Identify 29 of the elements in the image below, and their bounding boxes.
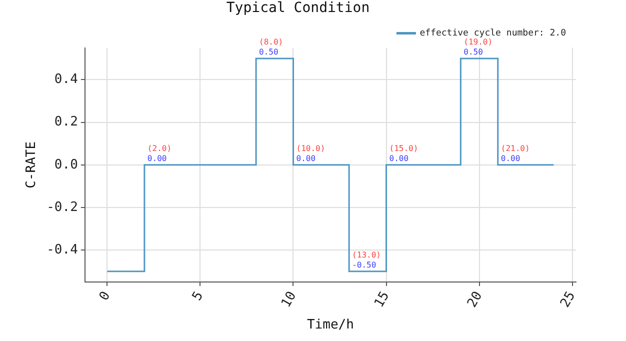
- annotation: (15.0): [389, 144, 418, 153]
- x-tick-label: 5: [190, 289, 207, 304]
- y-tick-label: 0.4: [54, 72, 78, 88]
- x-axis-title: Time/h: [306, 318, 354, 333]
- annotation: 0.00: [147, 154, 167, 163]
- annotation: (13.0): [352, 250, 381, 260]
- annotation: 0.00: [500, 154, 520, 163]
- annotation: 0.50: [464, 48, 484, 57]
- y-axis-title: C-RATE: [24, 141, 40, 188]
- y-tick-label: -0.2: [46, 200, 78, 215]
- x-tick-label: 25: [558, 289, 579, 310]
- annotation: (21.0): [500, 144, 530, 153]
- x-tick-label: 15: [372, 289, 393, 310]
- chart-title: Typical Condition: [226, 0, 370, 16]
- annotation: (19.0): [464, 38, 493, 47]
- y-tick-label: 0.2: [54, 114, 78, 130]
- x-tick-label: 0: [96, 289, 114, 304]
- legend-label: effective cycle number: 2.0: [420, 28, 566, 39]
- x-tick-label: 20: [464, 289, 486, 310]
- annotation: (10.0): [296, 144, 326, 153]
- y-tick-label: -0.4: [46, 242, 78, 258]
- annotation: (2.0): [147, 144, 172, 153]
- annotation: 0.00: [296, 154, 316, 163]
- x-tick-label: 10: [278, 289, 300, 310]
- y-tick-label: 0.0: [54, 157, 78, 172]
- annotation: (8.0): [259, 38, 284, 47]
- annotation: 0.50: [259, 48, 278, 57]
- annotation: 0.00: [389, 154, 409, 163]
- annotation: -0.50: [352, 260, 376, 270]
